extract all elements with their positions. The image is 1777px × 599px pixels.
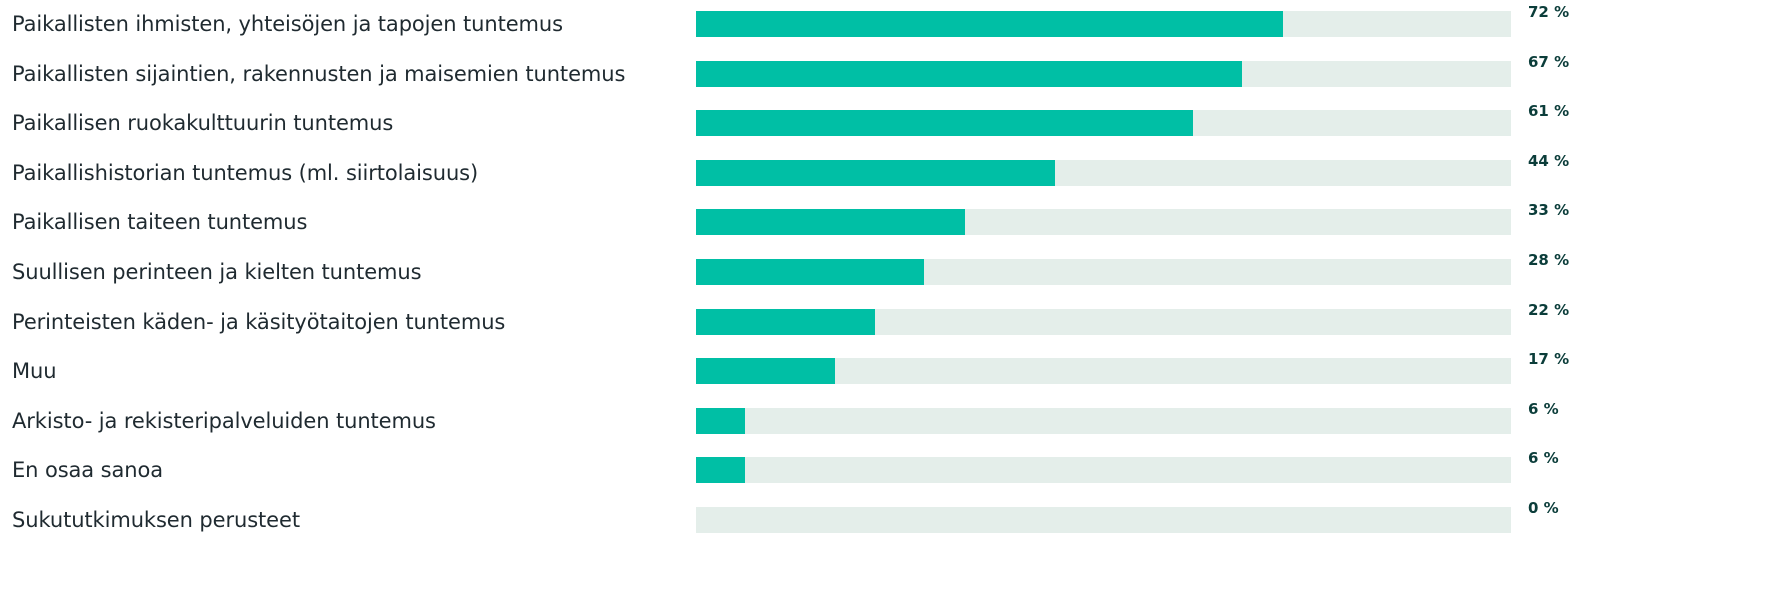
bar-track <box>696 60 1511 87</box>
bar-value-label: 22 % <box>1528 300 1570 319</box>
bar-row: Paikallisen taiteen tuntemus 33 % <box>0 197 1777 247</box>
bar-category-label: Arkisto- ja rekisteripalveluiden tuntemu… <box>12 408 436 433</box>
bar-track <box>696 110 1511 137</box>
bar-row: Paikallishistorian tuntemus (ml. siirtol… <box>0 148 1777 198</box>
bar-category-label: Muu <box>12 359 57 384</box>
bar <box>696 407 745 434</box>
bar-row: Arkisto- ja rekisteripalveluiden tuntemu… <box>0 396 1777 446</box>
bar-track <box>696 159 1511 186</box>
bar-row: Perinteisten käden- ja käsityötaitojen t… <box>0 297 1777 347</box>
bar-value-label: 67 % <box>1528 52 1570 71</box>
bar-category-label: Paikallisten sijaintien, rakennusten ja … <box>12 61 626 86</box>
bar <box>696 159 1055 186</box>
bar-value-label: 17 % <box>1528 350 1570 369</box>
bar-category-label: Paikallisen taiteen tuntemus <box>12 210 308 235</box>
bar-category-label: Paikallishistorian tuntemus (ml. siirtol… <box>12 160 479 185</box>
bar-track <box>696 11 1511 37</box>
bar <box>696 259 925 285</box>
bar-track <box>696 358 1511 385</box>
bar-track <box>696 507 1511 533</box>
bar <box>696 457 745 484</box>
bar-value-label: 61 % <box>1528 102 1570 121</box>
bar-category-label: Perinteisten käden- ja käsityötaitojen t… <box>12 309 506 334</box>
bar-category-label: Sukututkimuksen perusteet <box>12 508 300 532</box>
bar-value-label: 72 % <box>1528 3 1570 21</box>
bar <box>696 308 876 335</box>
bar-row: Muu 17 % <box>0 346 1777 396</box>
bar-value-label: 6 % <box>1528 449 1559 468</box>
bar-row: Suullisen perinteen ja kielten tuntemus 2… <box>0 247 1777 297</box>
bar-category-label: Paikallisten ihmisten, yhteisöjen ja tap… <box>12 12 563 36</box>
bar-category-label: Paikallisen ruokakulttuurin tuntemus <box>12 111 394 136</box>
bar <box>696 209 965 236</box>
bar-track <box>696 308 1511 335</box>
bar <box>696 358 835 385</box>
bar-value-label: 6 % <box>1528 399 1559 418</box>
bar-row: En osaa sanoa 6 % <box>0 445 1777 495</box>
bar-value-label: 0 % <box>1528 499 1559 517</box>
bar-row: Paikallisen ruokakulttuurin tuntemus 61 % <box>0 98 1777 148</box>
bar <box>696 110 1194 137</box>
bar-row: Paikallisten ihmisten, yhteisöjen ja tap… <box>0 0 1777 49</box>
bar-track <box>696 407 1511 434</box>
bar-value-label: 44 % <box>1528 151 1570 170</box>
bar-value-label: 28 % <box>1528 251 1570 269</box>
bar-row: Sukututkimuksen perusteet 0 % <box>0 495 1777 545</box>
bar-value-label: 33 % <box>1528 201 1570 220</box>
bar-category-label: Suullisen perinteen ja kielten tuntemus <box>12 260 422 284</box>
bar-track <box>696 259 1511 285</box>
bar-row: Paikallisten sijaintien, rakennusten ja … <box>0 49 1777 99</box>
bar-track <box>696 209 1511 236</box>
bar <box>696 60 1243 87</box>
bar-track <box>696 457 1511 484</box>
bar <box>696 11 1283 37</box>
bar-category-label: En osaa sanoa <box>12 458 163 483</box>
